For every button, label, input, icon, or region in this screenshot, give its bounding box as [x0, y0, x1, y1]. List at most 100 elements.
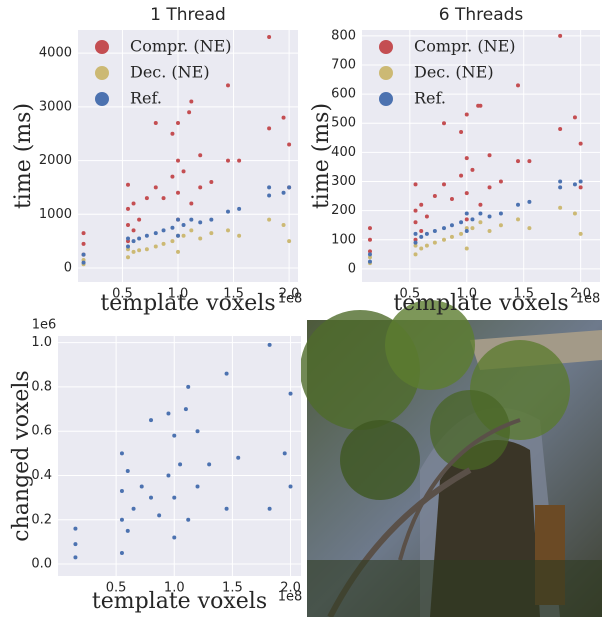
point	[226, 83, 230, 88]
point	[161, 241, 166, 246]
point	[176, 233, 180, 238]
point	[464, 156, 469, 161]
x-tick-label: 1.5	[222, 581, 243, 596]
y-tick-label: 400	[331, 145, 356, 160]
y-tick-label: 4000	[39, 46, 72, 61]
point	[578, 231, 583, 236]
point	[413, 252, 418, 257]
point	[487, 229, 492, 234]
y-tick-label: 0	[64, 261, 72, 276]
point	[183, 407, 188, 412]
point	[153, 231, 158, 236]
point	[464, 229, 469, 234]
point	[419, 234, 424, 239]
point	[470, 226, 475, 231]
point	[527, 159, 532, 164]
chart-title: 6 Threads	[439, 5, 524, 25]
point	[470, 167, 475, 172]
point	[170, 131, 175, 136]
point	[470, 217, 475, 222]
point	[449, 196, 454, 201]
y-tick-label: 300	[331, 174, 356, 189]
point	[281, 115, 286, 120]
x-tick-label: 0.5	[399, 287, 420, 302]
point	[166, 411, 171, 416]
point	[288, 391, 293, 396]
point	[131, 506, 136, 511]
point	[73, 526, 78, 531]
point	[478, 211, 483, 216]
y-tick-label: 1000	[39, 207, 72, 222]
legend-marker	[379, 66, 393, 80]
point	[432, 240, 437, 245]
point	[459, 173, 464, 178]
x-tick-label: 1.0	[164, 581, 185, 596]
point	[287, 142, 292, 147]
y-tick-label: 200	[331, 203, 356, 218]
point	[226, 209, 230, 214]
point	[267, 185, 272, 190]
point	[81, 252, 86, 257]
point	[119, 517, 124, 522]
point	[267, 34, 272, 39]
point	[424, 214, 429, 219]
point	[166, 473, 171, 478]
point	[281, 223, 286, 228]
x-tick-label: 2.0	[570, 287, 591, 302]
point	[464, 191, 469, 196]
point	[572, 115, 577, 120]
point	[209, 180, 214, 185]
point	[558, 33, 563, 38]
y-tick-label: 800	[331, 28, 356, 43]
point	[449, 234, 454, 239]
point	[119, 550, 124, 555]
point	[209, 217, 214, 222]
point	[367, 252, 372, 257]
point	[367, 259, 372, 264]
point	[161, 196, 166, 201]
point	[189, 201, 194, 206]
legend-marker	[95, 66, 109, 80]
legend-label: Ref.	[414, 89, 446, 108]
point	[498, 223, 503, 228]
y-axis-label: time (ms)	[309, 103, 334, 209]
point	[267, 126, 272, 131]
point	[287, 185, 292, 190]
subplot: 0 100 200 300 400 500 600 700 800 0.5 1.0 1.5 2.0 6 T…	[309, 5, 600, 316]
point	[126, 206, 130, 211]
y-offset-label: 1e6	[32, 318, 57, 333]
point	[81, 231, 86, 236]
point	[424, 231, 429, 236]
x-tick-label: 1.5	[513, 287, 534, 302]
x-offset-label: 1e8	[576, 292, 601, 307]
point	[367, 237, 372, 242]
point	[237, 233, 242, 238]
point	[288, 484, 293, 489]
point	[198, 153, 203, 158]
x-axis-label: template voxels	[100, 291, 275, 316]
point	[172, 535, 177, 540]
point	[176, 249, 180, 254]
point	[267, 193, 272, 198]
point	[516, 202, 521, 207]
x-tick-label: 0.5	[106, 581, 127, 596]
point	[413, 240, 418, 245]
point	[459, 220, 464, 225]
point	[195, 484, 200, 489]
point	[137, 217, 142, 222]
scene-photo	[300, 300, 602, 617]
y-tick-label: 0	[348, 261, 356, 276]
point	[413, 182, 418, 187]
y-tick-label: 500	[331, 116, 356, 131]
point	[149, 418, 154, 423]
point	[131, 228, 136, 233]
point	[464, 211, 469, 216]
point	[527, 226, 532, 231]
point	[137, 236, 142, 241]
point	[282, 451, 287, 456]
point	[487, 185, 492, 190]
point	[81, 241, 86, 246]
y-tick-label: 0.4	[31, 468, 52, 483]
